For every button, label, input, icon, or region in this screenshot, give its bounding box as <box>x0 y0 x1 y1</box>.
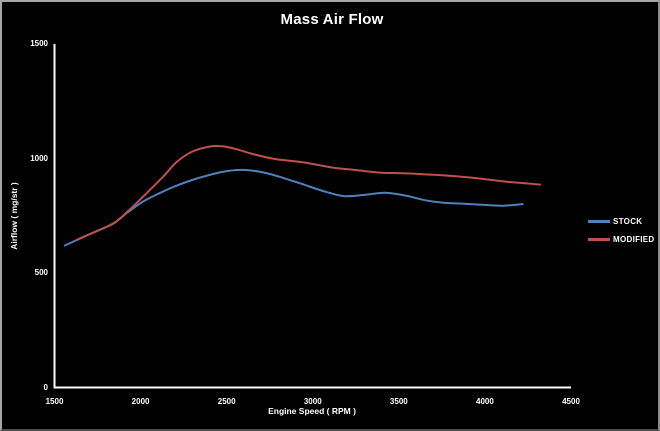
y-tick-label: 0 <box>43 382 48 392</box>
y-tick-label: 500 <box>34 268 48 277</box>
x-tick-label: 3000 <box>303 397 322 406</box>
x-tick-label: 2000 <box>131 397 150 406</box>
series-line-stock <box>63 168 524 247</box>
x-tick-label: 4000 <box>476 397 494 406</box>
y-tick-label: 1000 <box>30 153 48 163</box>
x-tick-label: 3500 <box>389 397 408 406</box>
legend-label: STOCK <box>613 217 643 226</box>
legend-label: MODIFIED <box>613 235 655 244</box>
legend-item-stock: STOCK <box>588 217 655 226</box>
legend-swatch <box>588 220 610 223</box>
x-tick-label: 2500 <box>217 397 236 406</box>
y-tick-label: 1500 <box>30 39 48 48</box>
x-axis-title: Engine Speed ( RPM ) <box>268 406 356 416</box>
legend-swatch <box>588 238 610 241</box>
legend: STOCK MODIFIED <box>588 217 655 253</box>
chart-title: Mass Air Flow <box>280 11 384 28</box>
legend-item-modified: MODIFIED <box>588 235 655 244</box>
x-tick-label: 4500 <box>562 397 580 406</box>
x-tick-label: 1500 <box>45 397 64 406</box>
series-line-modified <box>75 144 541 241</box>
